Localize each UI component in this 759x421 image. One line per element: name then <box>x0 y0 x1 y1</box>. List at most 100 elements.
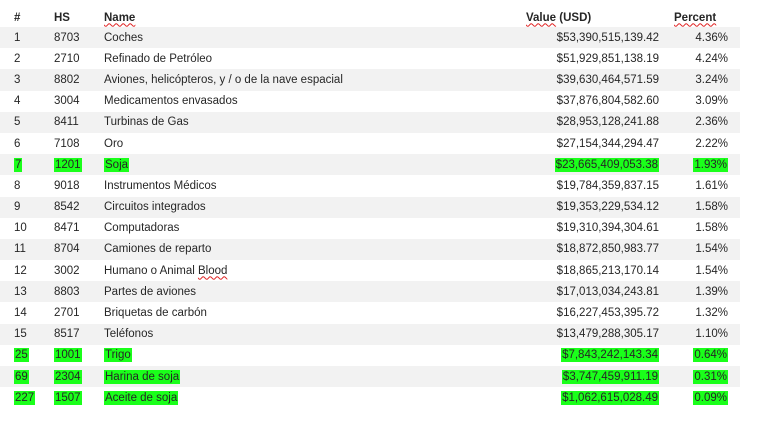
cell-value: $18,865,213,170.14 <box>556 264 659 277</box>
cell-name: Computadoras <box>104 222 180 235</box>
cell-percent-container: 1.54% <box>695 239 728 260</box>
cell-percent-container: 0.09% <box>693 387 728 408</box>
cell-name: Medicamentos envasados <box>104 95 238 108</box>
table-body: 1 8703 Coches $53,390,515,139.42 4.36% 2 2710 R… <box>0 27 740 408</box>
cell-percent-container: 1.58% <box>695 218 728 239</box>
cell-rank-container: 9 <box>14 197 20 218</box>
cell-name-container: Humano o Animal Blood <box>104 260 227 281</box>
cell-rank-container: 8 <box>14 175 20 196</box>
cell-hs-container: 1001 <box>54 345 82 366</box>
cell-value-container: $39,630,464,571.59 <box>557 69 659 90</box>
cell-rank-container: 1 <box>14 27 20 48</box>
cell-rank: 5 <box>14 116 21 129</box>
cell-percent: 1.58% <box>695 222 728 235</box>
cell-percent-container: 3.24% <box>695 69 728 90</box>
cell-name-container: Instrumentos Médicos <box>104 175 217 196</box>
cell-value-container: $18,865,213,170.14 <box>557 260 659 281</box>
cell-value: $7,843,242,143.34 <box>561 348 659 363</box>
cell-value: $13,479,288,305.17 <box>556 328 659 341</box>
cell-rank: 12 <box>14 264 27 277</box>
table-row: 1 8703 Coches $53,390,515,139.42 4.36% <box>0 27 740 49</box>
cell-name: Aceite de soja <box>104 390 179 405</box>
cell-name: Refinado de Petróleo <box>104 52 213 65</box>
header-value-cell: Value (USD) <box>526 0 591 31</box>
cell-name: Camiones de reparto <box>104 243 212 256</box>
cell-rank: 2 <box>14 52 21 65</box>
cell-value: $1,062,615,028.49 <box>561 390 659 405</box>
cell-value: $28,953,128,241.88 <box>556 116 659 129</box>
cell-name-container: Soja <box>104 154 130 175</box>
cell-rank-container: 6 <box>14 133 20 154</box>
cell-percent: 0.31% <box>693 369 728 384</box>
exports-table: # HS Name Value (USD) Percent 1 8703 Coche… <box>0 0 740 408</box>
cell-name-container: Coches <box>104 27 143 48</box>
cell-rank: 9 <box>14 201 21 214</box>
cell-hs-container: 8517 <box>54 324 80 345</box>
header-name-cell: Name <box>104 0 135 31</box>
cell-value: $17,013,034,243.81 <box>556 285 659 298</box>
table-row: 13 8803 Partes de aviones $17,013,034,243.8… <box>0 281 740 303</box>
cell-hs-container: 7108 <box>54 133 80 154</box>
cell-hs: 8411 <box>54 116 79 129</box>
cell-hs: 8703 <box>54 31 80 44</box>
cell-hs-container: 8411 <box>54 112 79 133</box>
cell-hs-container: 8703 <box>54 27 80 48</box>
cell-percent: 2.36% <box>695 116 728 129</box>
cell-value-container: $17,013,034,243.81 <box>557 281 659 302</box>
cell-percent-container: 0.64% <box>693 345 728 366</box>
cell-percent: 3.24% <box>695 73 728 86</box>
header-percent-cell: Percent <box>674 0 716 31</box>
cell-hs: 8803 <box>54 285 80 298</box>
cell-rank: 14 <box>14 307 27 320</box>
cell-hs-container: 3002 <box>54 260 80 281</box>
cell-value: $19,353,229,534.12 <box>556 201 659 214</box>
cell-percent: 1.32% <box>695 307 728 320</box>
cell-percent-container: 1.10% <box>695 324 728 345</box>
cell-value-container: $3,747,459,911.19 <box>561 366 659 387</box>
cell-percent: 1.54% <box>695 243 728 256</box>
cell-rank-container: 11 <box>14 239 26 260</box>
cell-hs: 1507 <box>54 390 82 405</box>
cell-hs-container: 8471 <box>54 218 80 239</box>
cell-percent: 0.64% <box>693 348 728 363</box>
cell-name: Trigo <box>104 348 132 363</box>
cell-value-container: $19,353,229,534.12 <box>557 197 659 218</box>
cell-name-container: Aviones, helicópteros, y / o de la nave … <box>104 69 343 90</box>
cell-value-container: $19,310,394,304.61 <box>557 218 659 239</box>
cell-hs-container: 1201 <box>54 154 82 175</box>
cell-rank: 4 <box>14 95 21 108</box>
cell-value-container: $18,872,850,983.77 <box>557 239 659 260</box>
cell-hs: 8542 <box>54 201 80 214</box>
cell-name: Aviones, helicópteros, y / o de la nave … <box>104 73 343 86</box>
cell-percent-container: 0.31% <box>693 366 728 387</box>
table-header-row: # HS Name Value (USD) Percent <box>0 0 740 27</box>
cell-value-container: $27,154,344,294.47 <box>557 133 659 154</box>
cell-percent-container: 1.54% <box>695 260 728 281</box>
cell-name: Harina de soja <box>104 369 181 384</box>
cell-rank-container: 2 <box>14 48 20 69</box>
cell-percent-container: 1.93% <box>693 154 728 175</box>
cell-value: $27,154,344,294.47 <box>556 137 659 150</box>
cell-value-container: $51,929,851,138.19 <box>557 48 659 69</box>
cell-percent: 3.09% <box>695 95 728 108</box>
cell-rank: 25 <box>14 348 29 363</box>
cell-value: $53,390,515,139.42 <box>556 31 659 44</box>
cell-value-container: $13,479,288,305.17 <box>557 324 659 345</box>
cell-rank-container: 12 <box>14 260 27 281</box>
cell-rank-container: 15 <box>14 324 27 345</box>
cell-percent-container: 4.24% <box>695 48 728 69</box>
table-row: 12 3002 Humano o Animal Blood $18,865,213,1… <box>0 260 740 281</box>
cell-name-container: Medicamentos envasados <box>104 91 238 112</box>
cell-value: $23,665,409,053.38 <box>554 157 659 172</box>
cell-hs-container: 8704 <box>54 239 80 260</box>
cell-rank: 7 <box>14 157 23 172</box>
cell-rank: 13 <box>14 285 27 298</box>
cell-percent-container: 2.22% <box>695 133 728 154</box>
table-row: 4 3004 Medicamentos envasados $37,876,804,5… <box>0 91 740 112</box>
cell-value-container: $7,843,242,143.34 <box>561 345 659 366</box>
cell-value: $37,876,804,582.60 <box>556 95 659 108</box>
table-row: 69 2304 Harina de soja $3,747,459,911.19 0.3… <box>0 366 740 388</box>
cell-rank: 227 <box>14 390 36 405</box>
cell-rank-container: 227 <box>14 387 36 408</box>
table-row: 3 8802 Aviones, helicópteros, y / o de la … <box>0 69 740 91</box>
